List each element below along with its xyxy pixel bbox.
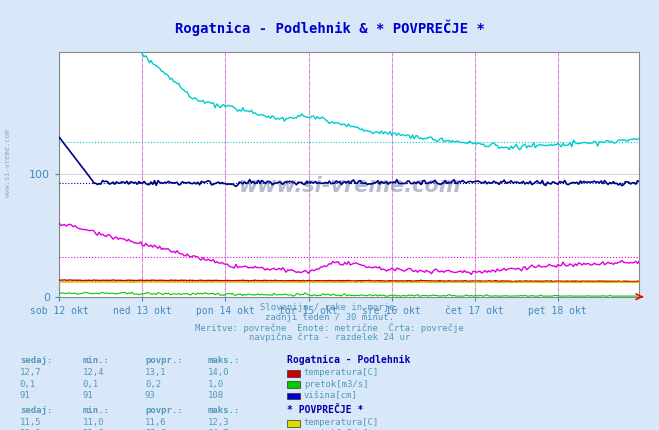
Text: 91: 91 xyxy=(20,391,30,400)
Text: zadnji teden / 30 minut.: zadnji teden / 30 minut. xyxy=(265,313,394,322)
Text: 108: 108 xyxy=(208,391,223,400)
Text: www.si-vreme.com: www.si-vreme.com xyxy=(5,129,11,197)
Text: maks.:: maks.: xyxy=(208,356,240,366)
Text: sedaj:: sedaj: xyxy=(20,356,52,366)
Text: 1,0: 1,0 xyxy=(208,380,223,389)
Text: 14,0: 14,0 xyxy=(208,369,229,378)
Text: Rogatnica - Podlehnik & * POVPREČJE *: Rogatnica - Podlehnik & * POVPREČJE * xyxy=(175,19,484,36)
Text: 0,1: 0,1 xyxy=(82,380,98,389)
Text: min.:: min.: xyxy=(82,356,109,366)
Text: temperatura[C]: temperatura[C] xyxy=(304,418,379,427)
Text: www.si-vreme.com: www.si-vreme.com xyxy=(238,176,461,197)
Text: 11,0: 11,0 xyxy=(82,418,104,427)
Text: maks.:: maks.: xyxy=(208,406,240,415)
Text: 11,5: 11,5 xyxy=(20,418,42,427)
Text: 91: 91 xyxy=(82,391,93,400)
Text: * POVPREČJE *: * POVPREČJE * xyxy=(287,405,363,415)
Text: min.:: min.: xyxy=(82,406,109,415)
Text: višina[cm]: višina[cm] xyxy=(304,391,358,400)
Text: pretok[m3/s]: pretok[m3/s] xyxy=(304,380,368,389)
Text: sedaj:: sedaj: xyxy=(20,406,52,415)
Text: povpr.:: povpr.: xyxy=(145,356,183,366)
Text: Meritve: povrečne  Enote: metrične  Črta: povrečje: Meritve: povrečne Enote: metrične Črta: … xyxy=(195,323,464,333)
Text: 11,6: 11,6 xyxy=(145,418,167,427)
Text: 0,1: 0,1 xyxy=(20,380,36,389)
Text: 13,1: 13,1 xyxy=(145,369,167,378)
Text: temperatura[C]: temperatura[C] xyxy=(304,369,379,378)
Text: 12,7: 12,7 xyxy=(20,369,42,378)
Text: povpr.:: povpr.: xyxy=(145,406,183,415)
Text: Slovenija / reke in morje.: Slovenija / reke in morje. xyxy=(260,303,399,312)
Text: 0,2: 0,2 xyxy=(145,380,161,389)
Text: navpična črta - razdelek 24 ur: navpična črta - razdelek 24 ur xyxy=(249,333,410,342)
Text: 93: 93 xyxy=(145,391,156,400)
Text: 12,4: 12,4 xyxy=(82,369,104,378)
Text: 12,3: 12,3 xyxy=(208,418,229,427)
Text: Rogatnica - Podlehnik: Rogatnica - Podlehnik xyxy=(287,355,410,366)
